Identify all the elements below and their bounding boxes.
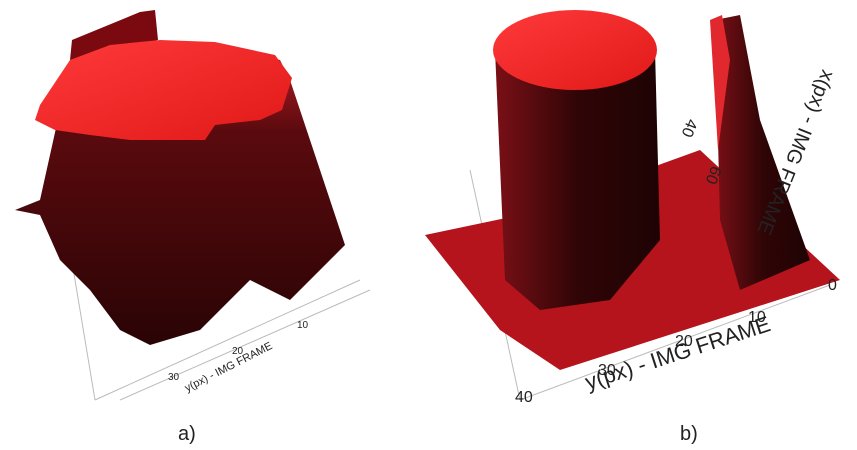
caption: a): [178, 423, 196, 445]
panel-b: y(px) - IMG FRAME 0 10 20 30 40 x(px) - …: [425, 10, 840, 445]
tick-label: 40: [678, 117, 700, 140]
surface-cylinder-top: [493, 10, 657, 90]
surface-spike: [70, 10, 158, 60]
surface-peak: [715, 15, 810, 290]
caption: b): [680, 423, 698, 445]
surface-top: [35, 40, 292, 140]
tick-label: 30: [168, 372, 180, 383]
panel-a: y(px) - IMG FRAME 10 20 30 a): [15, 10, 371, 445]
tick-label: 20: [675, 333, 693, 350]
tick-label: 40: [515, 389, 533, 406]
axis-label: y(px) - IMG FRAME: [183, 340, 274, 395]
tick-label: 10: [297, 320, 309, 331]
tick-label: 20: [232, 346, 244, 357]
tick-label: 10: [748, 309, 766, 326]
tick-label: 0: [828, 277, 837, 294]
surface-peak-face: [710, 15, 730, 150]
surface-cylinder: [495, 50, 660, 310]
tick-label: 60: [702, 164, 724, 187]
tick-label: 30: [598, 362, 616, 379]
